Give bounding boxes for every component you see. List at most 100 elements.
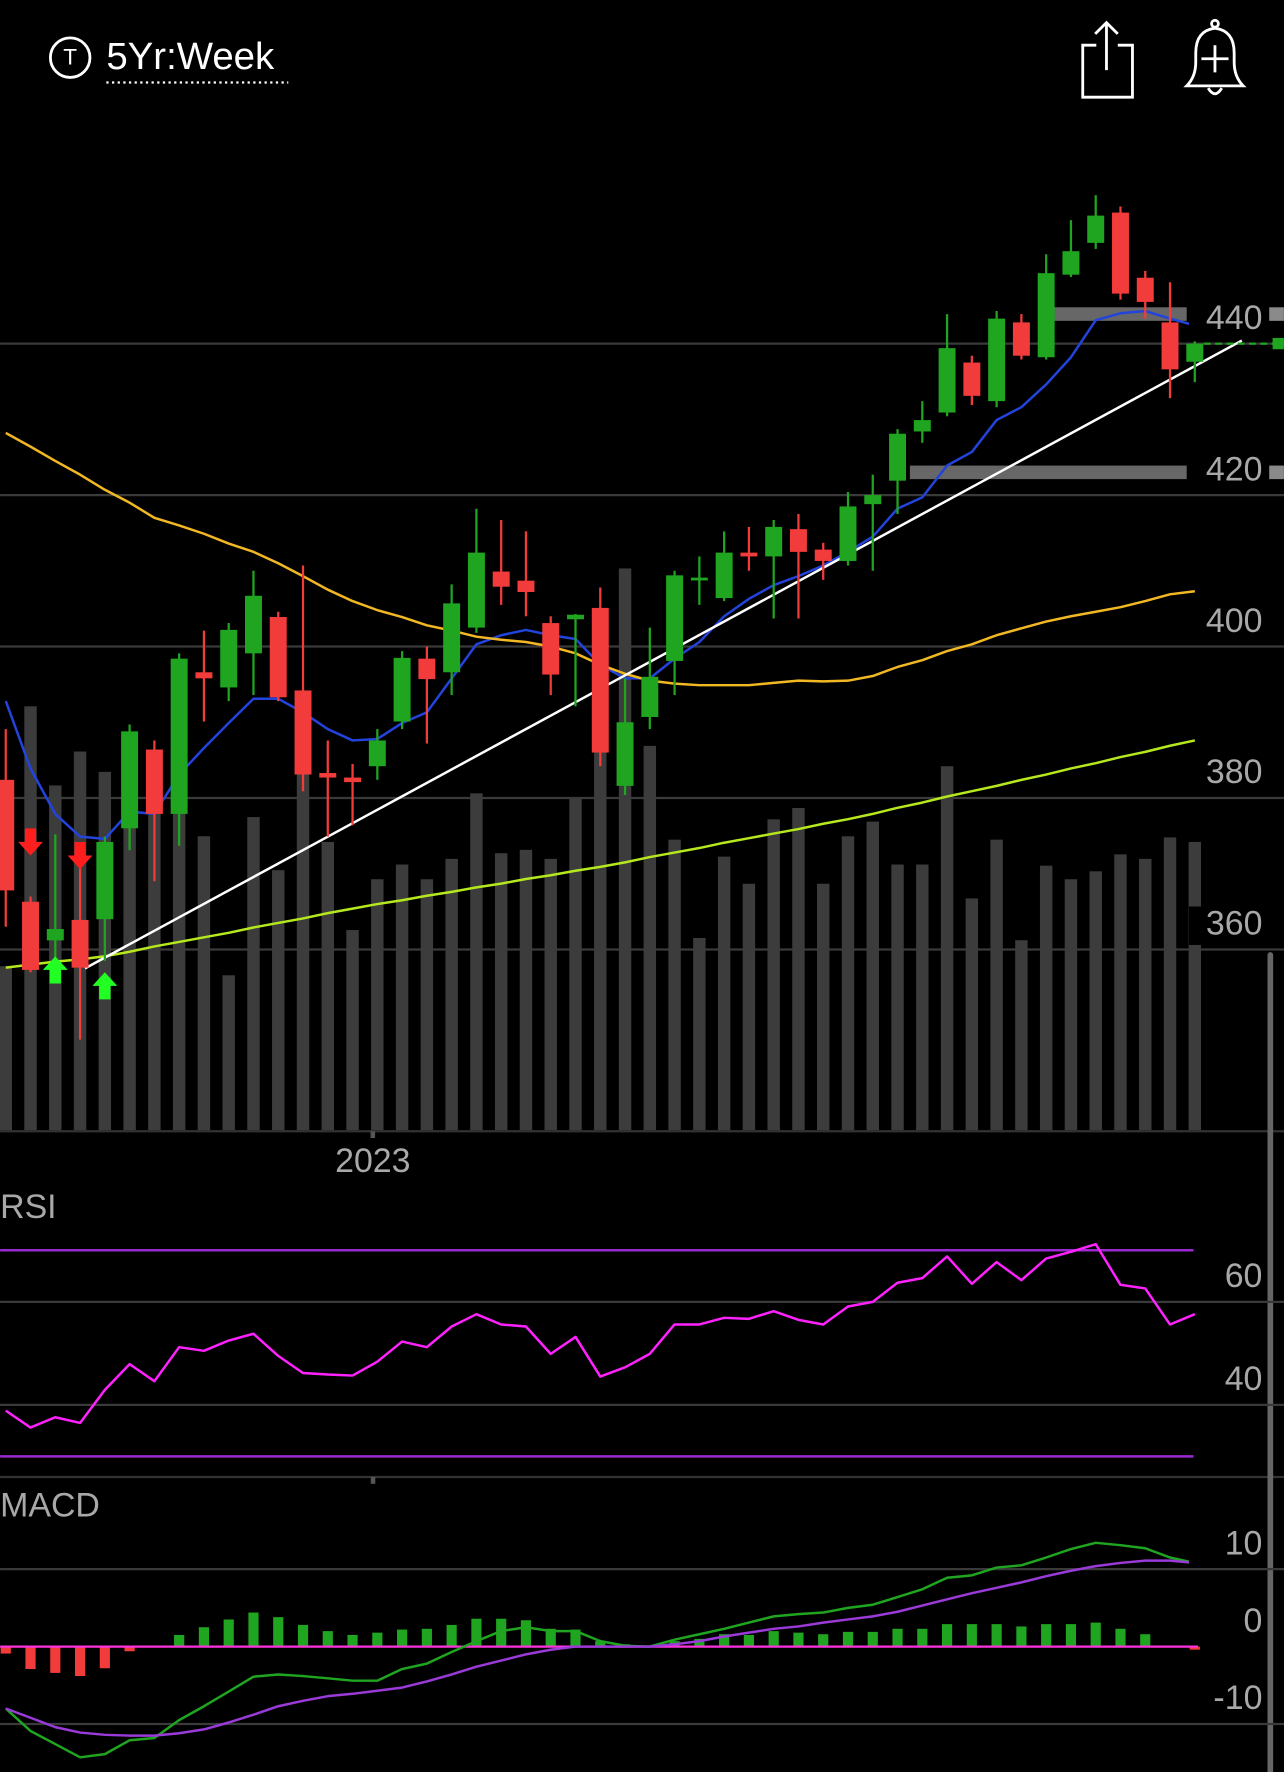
candle-body [889, 433, 907, 481]
tick-label-bg [1188, 452, 1266, 491]
tick-label-bg [1188, 1681, 1266, 1720]
histogram-bar [74, 1646, 86, 1677]
histogram-bar [1065, 1624, 1077, 1647]
candle-body [1062, 251, 1080, 275]
candle-body [145, 749, 163, 814]
volume-bar [792, 808, 805, 1131]
candle-body [690, 577, 708, 581]
volume-bar [643, 745, 657, 1131]
volume-bar [891, 864, 904, 1131]
histogram-bar [397, 1629, 408, 1647]
histogram-bar [1041, 1624, 1052, 1647]
alert-button[interactable] [1183, 18, 1247, 96]
volume-bar [916, 864, 929, 1131]
candle-body [467, 552, 485, 628]
volume-bar [1139, 858, 1152, 1131]
candle-body [0, 779, 15, 891]
layer [0, 342, 1284, 1726]
histogram-bar [273, 1617, 284, 1647]
share-arrow [1094, 20, 1119, 71]
signal-arrow [92, 972, 118, 1000]
candle-body [46, 929, 64, 941]
candle-body [567, 614, 584, 620]
candle-body [616, 722, 634, 786]
tick-label-bg [1188, 755, 1266, 794]
last-price-tag [1272, 337, 1284, 350]
histogram-bar [446, 1624, 457, 1647]
histogram-bar [1016, 1626, 1027, 1647]
volume-bar [1064, 879, 1078, 1131]
volume-bar [965, 898, 979, 1131]
candle-body [195, 672, 213, 679]
histogram-bar [1115, 1628, 1126, 1647]
y-tick-label: 440 [1206, 299, 1263, 337]
share-button[interactable] [1081, 20, 1134, 99]
volume-bar [222, 975, 235, 1131]
panel-title: MACD [0, 1487, 100, 1525]
candle-body [294, 690, 312, 775]
candle-body [938, 348, 956, 413]
y-tick-label: 420 [1206, 450, 1263, 488]
tick-label-bg [1188, 603, 1266, 643]
histogram-bar [0, 1646, 11, 1654]
volume-bar [569, 798, 582, 1131]
volume-bar [197, 836, 211, 1131]
tick-label-bg [1188, 300, 1266, 340]
histogram-bar [99, 1646, 110, 1669]
volume-bar [693, 937, 706, 1131]
timeframe: 5Yr:Week [106, 35, 275, 78]
y-tick-label: 0 [1244, 1602, 1263, 1640]
level-bar [909, 465, 1187, 480]
symbol-button[interactable]: T [48, 36, 92, 79]
histogram-bar [842, 1631, 854, 1647]
volume-bar [742, 883, 756, 1131]
candle-body [393, 657, 411, 722]
candle-body [542, 623, 560, 675]
histogram-bar [1140, 1634, 1151, 1647]
histogram-bar [520, 1620, 532, 1647]
candle-body [443, 603, 461, 673]
histogram-bar [471, 1618, 482, 1647]
histogram-bar [421, 1628, 432, 1647]
histogram-bar [297, 1624, 309, 1647]
candle-body [1087, 215, 1105, 243]
candle-body [96, 841, 114, 920]
tick-label-bg [1188, 1258, 1266, 1298]
candle-body [988, 318, 1006, 402]
histogram-bar [941, 1624, 953, 1647]
volume-bar [296, 723, 310, 1131]
volume-bar [247, 817, 260, 1131]
candle-body [864, 495, 882, 505]
candle-body [839, 506, 857, 561]
line [5, 1242, 1196, 1429]
x-tick-label: 2023 [335, 1142, 410, 1180]
volume-bar [544, 858, 557, 1131]
bell-plus [1201, 45, 1229, 73]
volume-bar [841, 836, 855, 1131]
histogram-bar [570, 1629, 581, 1647]
timeframe-button[interactable]: 5Yr:Week [106, 35, 289, 84]
candle-body [121, 731, 139, 829]
candle-body [963, 362, 981, 396]
histogram-bar [768, 1631, 779, 1647]
y-tick-label: 40 [1225, 1360, 1263, 1398]
share-box [1081, 43, 1134, 99]
histogram-bar [892, 1628, 903, 1647]
histogram-bar [124, 1646, 135, 1652]
candle-body [1037, 273, 1055, 358]
volume-bar [717, 856, 731, 1131]
volume-bar [1114, 854, 1127, 1131]
y-tick-label: 60 [1225, 1257, 1263, 1295]
candle-body [368, 740, 386, 767]
histogram-bar [1090, 1622, 1101, 1647]
histogram-bar [966, 1624, 977, 1647]
candle-body [715, 552, 733, 599]
histogram-bar [719, 1634, 730, 1647]
volume-bar [817, 883, 830, 1131]
histogram-bar [743, 1634, 754, 1647]
bell-top [1210, 18, 1220, 29]
line [4, 1541, 1196, 1759]
candle-body [789, 529, 807, 552]
volume-bar [866, 821, 879, 1131]
